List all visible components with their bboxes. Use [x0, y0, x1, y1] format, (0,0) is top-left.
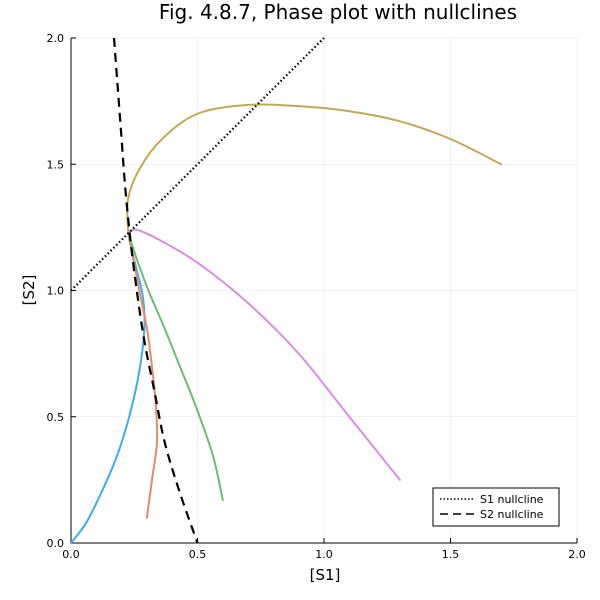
x-tick-label: 1.0 [315, 548, 333, 561]
x-tick-label: 2.0 [568, 548, 586, 561]
y-tick-label: 1.0 [47, 285, 65, 298]
ticks: 0.0 0.5 1.0 1.5 2.0 0.0 0.5 1.0 1.5 2.0 [47, 32, 586, 561]
chart-title: Fig. 4.8.7, Phase plot with nullclines [159, 0, 517, 24]
x-tick-label: 0.0 [62, 548, 80, 561]
y-tick-label: 0.5 [47, 411, 65, 424]
y-tick-label: 2.0 [47, 32, 65, 45]
x-tick-label: 1.5 [442, 548, 460, 561]
trajectory-line-4 [127, 228, 401, 481]
series-layer [70, 37, 503, 544]
trajectory-line-5 [126, 103, 503, 234]
legend-label-s1-nullcline: S1 nullcline [480, 493, 544, 506]
y-axis-label: [S2] [20, 275, 38, 306]
x-tick-label: 0.5 [189, 548, 207, 561]
legend-box [432, 487, 560, 527]
s2-nullcline-line [112, 37, 199, 544]
s1-nullcline-line [70, 37, 325, 292]
trajectory-line-3 [127, 231, 224, 502]
y-tick-label: 1.5 [47, 158, 65, 171]
x-axis-label: [S1] [310, 566, 341, 584]
y-tick-label: 0.0 [47, 537, 65, 550]
legend-label-s2-nullcline: S2 nullcline [480, 508, 544, 521]
legend: S1 nullcline S2 nullcline [432, 487, 560, 527]
